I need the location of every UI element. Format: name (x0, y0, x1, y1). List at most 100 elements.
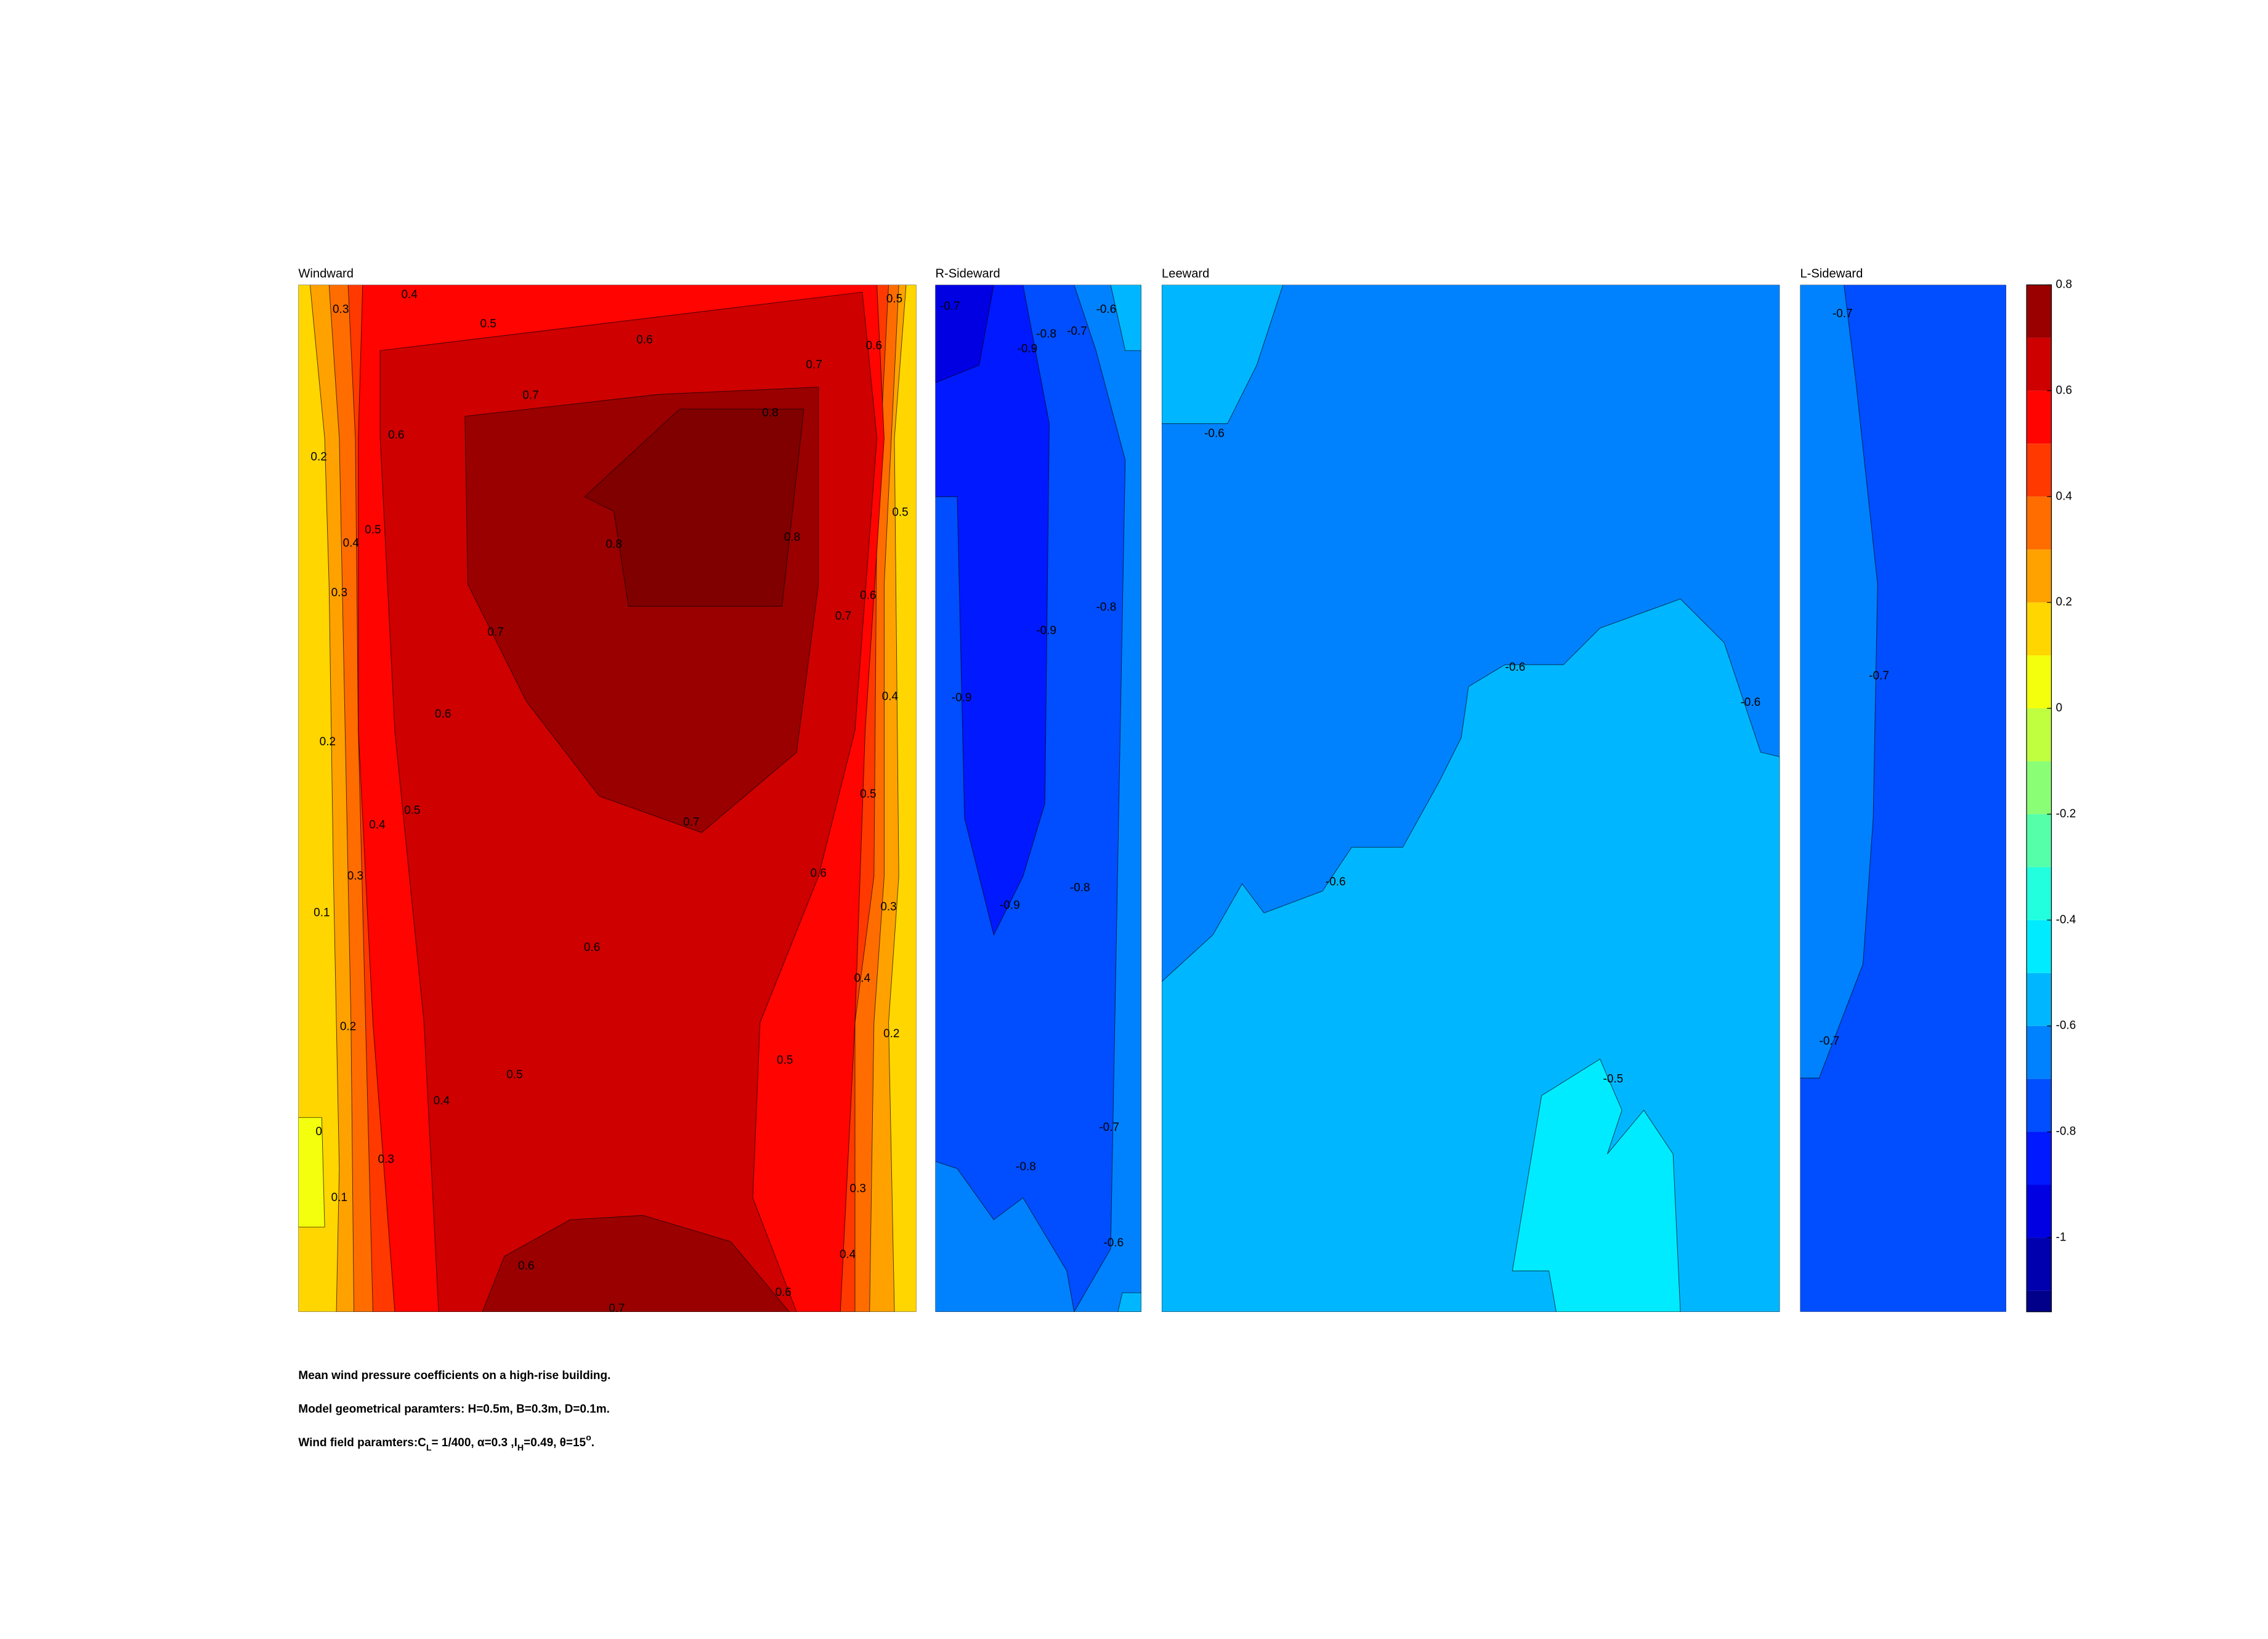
colorbar-tick-label: -1 (2056, 1231, 2067, 1244)
contour-label: 0.7 (487, 626, 503, 639)
contour-region (935, 1160, 1075, 1312)
contour-label: 0.7 (806, 358, 822, 371)
contour-label: 0.6 (518, 1260, 534, 1273)
panel (298, 285, 917, 1312)
contour-label: 0.4 (369, 819, 385, 832)
contour-label: -0.6 (1204, 427, 1225, 440)
caption-text: = 1/400, α=0.3 ,I (432, 1436, 517, 1449)
contour-label: -0.7 (1820, 1035, 1840, 1048)
contour-label: -0.6 (1740, 696, 1760, 709)
caption-text: =0.49, θ=15 (524, 1436, 586, 1449)
contour-label: 0.8 (606, 538, 622, 551)
contour-region (1800, 285, 1878, 1079)
contour-region (1512, 1058, 1681, 1312)
contour-label: -0.8 (1036, 328, 1056, 341)
colorbar-segment (2027, 708, 2052, 761)
contour-label: 0.7 (609, 1302, 625, 1315)
contour-label: 0.5 (506, 1069, 522, 1082)
contour-label: 0.3 (331, 586, 347, 599)
colorbar-tick-label: -0.4 (2056, 913, 2076, 926)
contour-region (1117, 1292, 1141, 1312)
contour-label: -0.6 (1505, 661, 1526, 674)
contour-label: -0.5 (1603, 1073, 1624, 1086)
contour-label: 0.5 (860, 788, 876, 801)
colorbar-tick-label: -0.6 (2056, 1019, 2076, 1032)
contour-label: 0.4 (343, 536, 359, 549)
contour-label: 0.3 (850, 1183, 866, 1196)
caption-line: Model geometrical paramters: H=0.5m, B=0… (298, 1402, 610, 1415)
contour-label: -0.8 (1070, 881, 1090, 894)
colorbar-segment (2027, 496, 2052, 550)
colorbar-segment (2027, 761, 2052, 814)
caption-text: Wind field paramters:C (298, 1436, 426, 1449)
contour-label: -0.6 (1326, 875, 1346, 888)
contour-label: 0.6 (584, 941, 600, 954)
contour-label: 0.1 (314, 906, 330, 919)
contour-label: 0.3 (347, 870, 363, 883)
colorbar-segment (2027, 1026, 2052, 1079)
contour-label: -0.7 (1067, 325, 1087, 338)
contour-label: 0.5 (480, 318, 496, 331)
colorbar-segment (2027, 1290, 2052, 1312)
contour-label: 0.7 (522, 389, 538, 402)
contour-label: 0.2 (320, 735, 336, 748)
colorbar-segment (2027, 391, 2052, 444)
caption-script: L (426, 1443, 432, 1453)
contour-label: 0.7 (835, 610, 851, 623)
contour-label: -0.7 (1833, 307, 1853, 320)
caption-script: o (586, 1433, 591, 1443)
contour-label: 0.6 (860, 589, 876, 602)
contour-label: 0.4 (401, 288, 417, 301)
contour-label: 0.2 (883, 1027, 899, 1040)
panel (1162, 285, 1780, 1312)
contour-region (1110, 285, 1141, 351)
contour-label: -0.9 (1036, 625, 1056, 637)
colorbar-frame (2026, 284, 2052, 1313)
contour-label: 0.2 (340, 1020, 356, 1033)
contour-label: 0.4 (854, 972, 870, 985)
contour-region (584, 408, 804, 607)
contour-label: 0.7 (683, 815, 699, 828)
contour-label: 0.3 (333, 303, 349, 316)
colorbar-segment (2027, 867, 2052, 920)
colorbar-tick-label: 0.2 (2056, 596, 2072, 609)
colorbar-segment (2027, 655, 2052, 709)
contour-label: 0.4 (840, 1248, 856, 1261)
colorbar-segment (2027, 1237, 2052, 1291)
panel-title: Leeward (1162, 267, 1209, 281)
colorbar-tick-label: -0.2 (2056, 807, 2076, 820)
contour-label: 0.6 (776, 1286, 792, 1299)
contour-label: 0.2 (310, 450, 326, 463)
contour-label: 0.3 (880, 900, 896, 913)
contour-label: 0.6 (435, 708, 451, 721)
colorbar-segment (2027, 549, 2052, 603)
colorbar-segment (2027, 973, 2052, 1026)
caption-text: . (591, 1436, 594, 1449)
panel (935, 285, 1141, 1312)
colorbar-segment (2027, 1131, 2052, 1185)
contour-label: 0.4 (882, 690, 898, 703)
contour-label: 0.5 (886, 293, 902, 306)
contour-label: 0.1 (331, 1191, 347, 1204)
contour-label: -0.7 (1099, 1121, 1119, 1134)
colorbar-tick-label: 0.6 (2056, 384, 2072, 397)
contour-label: 0.8 (784, 531, 800, 544)
caption-line: Wind field paramters:CL= 1/400, α=0.3 ,I… (298, 1433, 594, 1453)
contour-region (935, 285, 994, 383)
colorbar-segment (2027, 814, 2052, 867)
contour-label: 0.6 (388, 429, 404, 442)
caption-script: H (517, 1443, 524, 1453)
contour-label: 0.5 (365, 524, 381, 536)
colorbar-segment (2027, 602, 2052, 656)
contour-region (935, 285, 1050, 936)
contour-label: 0.6 (636, 334, 652, 347)
contour-label: -0.6 (1103, 1236, 1124, 1249)
colorbar-tick-label: 0.4 (2056, 490, 2072, 503)
contour-label: -0.6 (1096, 303, 1117, 316)
panel-title: Windward (298, 267, 354, 281)
contour-region (482, 1215, 790, 1312)
contour-label: -0.9 (1018, 342, 1038, 355)
contour-label: 0.3 (378, 1153, 394, 1166)
